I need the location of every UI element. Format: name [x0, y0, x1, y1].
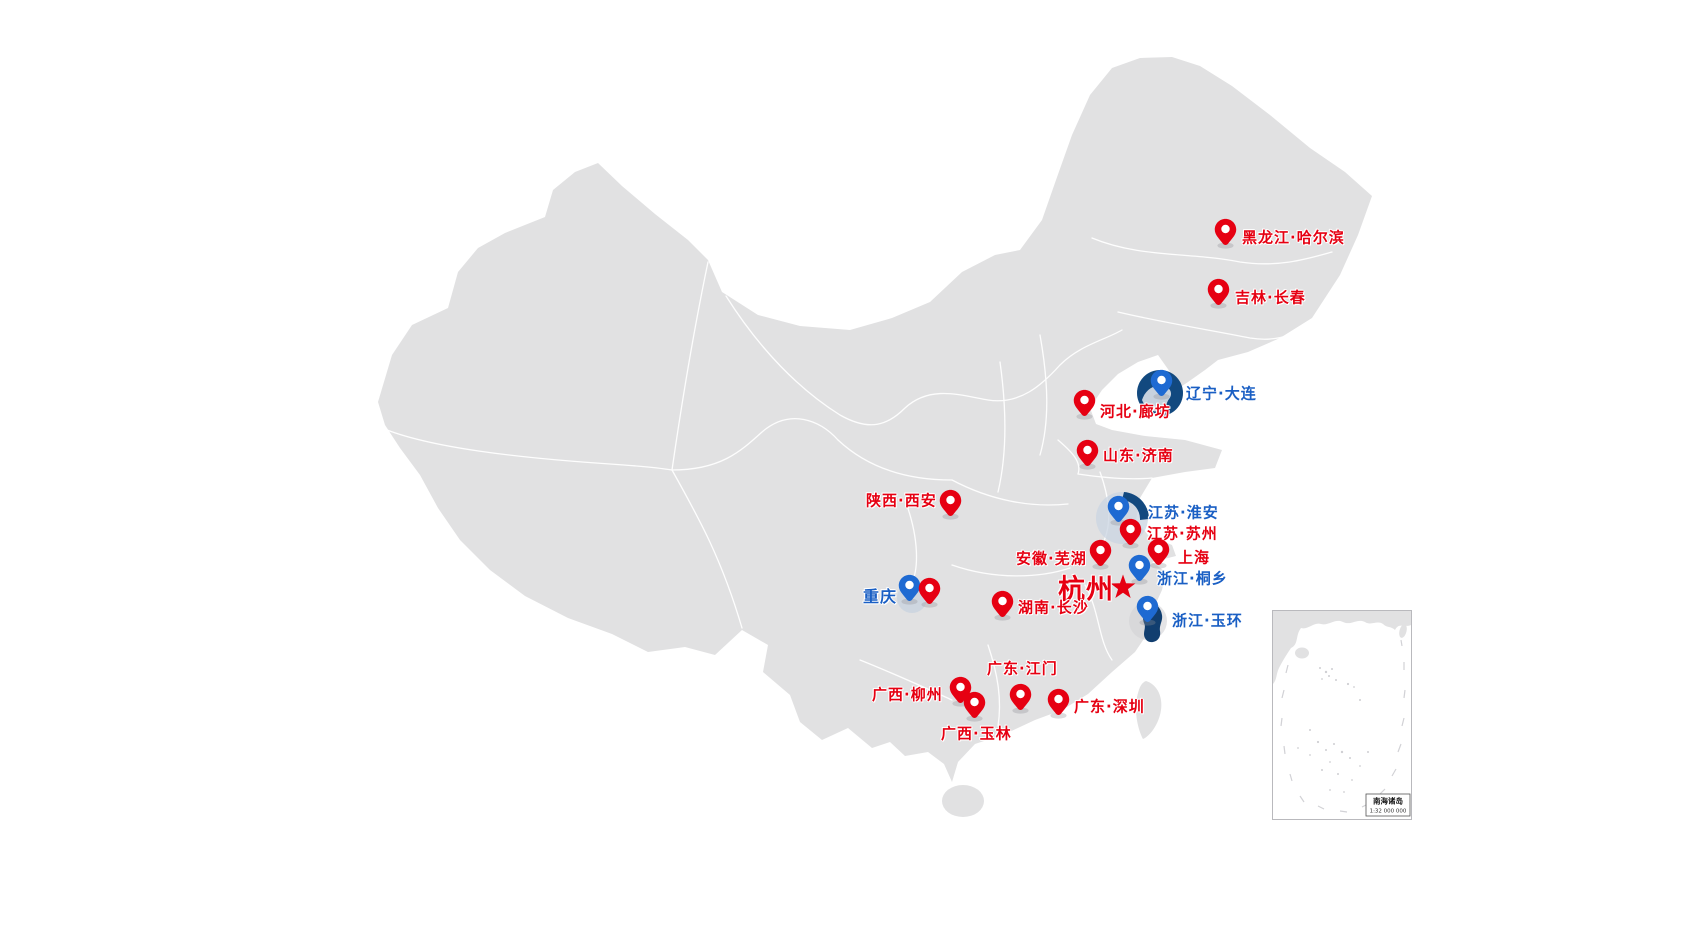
marker-yuhuan[interactable] — [1136, 595, 1159, 626]
map-pin-icon — [1107, 495, 1129, 526]
label-yuhuan: 浙江·玉环 — [1172, 611, 1243, 630]
marker-wuhu[interactable] — [1089, 539, 1112, 570]
marker-shanghai[interactable] — [1147, 538, 1170, 569]
marker-jinan[interactable] — [1076, 439, 1099, 470]
marker-chongqing[interactable] — [898, 574, 921, 605]
label-langfang: 河北·廊坊 — [1100, 402, 1171, 421]
map-pin-icon — [1047, 688, 1069, 719]
label-changchun: 吉林·长春 — [1235, 288, 1306, 307]
label-huaian: 江苏·淮安 — [1148, 503, 1219, 522]
map-pin-icon — [1150, 369, 1172, 400]
inset-coastline — [1273, 611, 1411, 684]
map-pin-icon — [1136, 595, 1158, 626]
map-pin-icon — [1073, 389, 1095, 420]
map-pin-icon — [1207, 278, 1229, 309]
marker-suzhou[interactable] — [1119, 518, 1142, 549]
inset-scale: 1:32 000 000 — [1370, 809, 1407, 815]
hainan-island — [942, 785, 984, 817]
inset-taiwan — [1399, 624, 1407, 638]
marker-changchun[interactable] — [1207, 278, 1230, 309]
marker-huaian[interactable] — [1107, 495, 1130, 526]
map-pin-icon — [1214, 218, 1236, 249]
label-jiangmen: 广东·江门 — [987, 659, 1058, 678]
label-liuzhou: 广西·柳州 — [872, 685, 943, 704]
map-pin-icon — [1009, 683, 1031, 714]
inset-dash-line — [1280, 639, 1406, 813]
label-shanghai: 上海 — [1178, 548, 1211, 567]
marker-shenzhen[interactable] — [1047, 688, 1070, 719]
inset-islands — [1297, 667, 1369, 793]
marker-xian[interactable] — [939, 489, 962, 520]
map-pin-icon — [918, 577, 940, 608]
taiwan-island — [1135, 681, 1162, 739]
marker-harbin[interactable] — [1214, 218, 1237, 249]
label-xian: 陕西·西安 — [866, 491, 937, 510]
marker-changsha[interactable] — [991, 590, 1014, 621]
label-tongxiang: 浙江·桐乡 — [1157, 569, 1228, 588]
label-harbin: 黑龙江·哈尔滨 — [1242, 228, 1345, 247]
inset-hainan — [1295, 647, 1309, 659]
map-pin-icon — [1147, 538, 1169, 569]
marker-langfang[interactable] — [1073, 389, 1096, 420]
inset-south-china-sea: 南海诸岛 1:32 000 000 — [1272, 610, 1412, 820]
map-pin-icon — [991, 590, 1013, 621]
map-pin-icon — [1119, 518, 1141, 549]
mainland-outline — [378, 57, 1372, 817]
map-pin-icon — [1089, 539, 1111, 570]
label-wuhu: 安徽·芜湖 — [1016, 549, 1087, 568]
map-pin-icon — [1076, 439, 1098, 470]
label-hangzhou: 杭州 — [1058, 574, 1114, 606]
marker-hangzhou-star[interactable] — [1109, 574, 1137, 601]
label-shenzhen: 广东·深圳 — [1074, 697, 1145, 716]
inset-label-box: 南海诸岛 1:32 000 000 — [1365, 793, 1411, 817]
marker-chongqing[interactable] — [918, 577, 941, 608]
marker-jiangmen[interactable] — [1009, 683, 1032, 714]
map-pin-icon — [963, 691, 985, 722]
marker-dalian[interactable] — [1150, 369, 1173, 400]
label-suzhou: 江苏·苏州 — [1147, 524, 1218, 543]
map-pin-icon — [939, 489, 961, 520]
map-pin-icon — [898, 574, 920, 605]
inset-title: 南海诸岛 — [1373, 796, 1403, 806]
label-changsha: 湖南·长沙 — [1018, 598, 1089, 617]
label-jinan: 山东·济南 — [1103, 446, 1174, 465]
label-chongqing: 重庆 — [863, 587, 898, 606]
marker-yulin[interactable] — [963, 691, 986, 722]
label-dalian: 辽宁·大连 — [1186, 384, 1257, 403]
star-icon — [1110, 574, 1136, 598]
label-yulin: 广西·玉林 — [941, 724, 1012, 743]
